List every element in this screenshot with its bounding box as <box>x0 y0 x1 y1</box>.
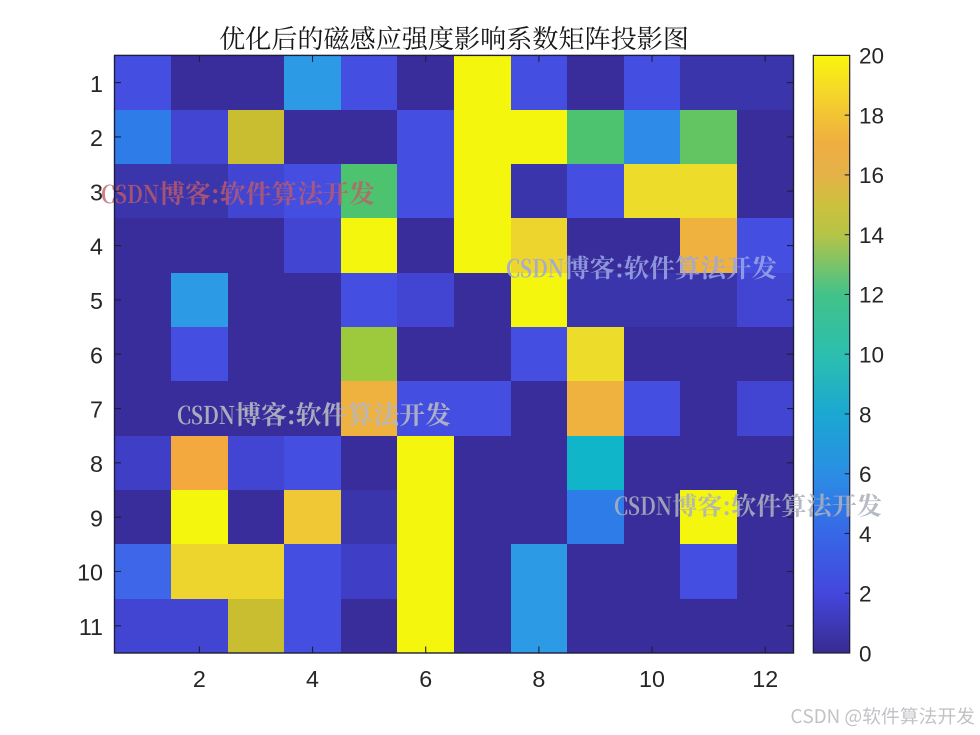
svg-text:8: 8 <box>90 451 103 477</box>
svg-text:11: 11 <box>79 614 103 640</box>
svg-text:10: 10 <box>77 560 103 586</box>
svg-text:6: 6 <box>90 342 103 368</box>
svg-text:0: 0 <box>859 641 872 666</box>
svg-text:2: 2 <box>90 125 103 151</box>
svg-text:6: 6 <box>859 462 872 487</box>
svg-text:6: 6 <box>419 666 432 692</box>
svg-text:2: 2 <box>859 582 872 607</box>
svg-text:9: 9 <box>90 505 103 531</box>
svg-text:8: 8 <box>859 402 872 427</box>
svg-text:12: 12 <box>752 666 778 692</box>
svg-text:10: 10 <box>859 343 884 368</box>
svg-text:1: 1 <box>90 71 103 97</box>
svg-text:18: 18 <box>859 104 884 129</box>
svg-text:3: 3 <box>90 179 103 205</box>
svg-text:12: 12 <box>859 283 884 308</box>
svg-text:4: 4 <box>90 234 103 260</box>
svg-text:20: 20 <box>859 44 884 69</box>
svg-text:5: 5 <box>90 288 103 314</box>
svg-text:4: 4 <box>859 522 872 547</box>
svg-text:16: 16 <box>859 163 884 188</box>
svg-text:2: 2 <box>193 666 206 692</box>
svg-text:4: 4 <box>306 666 319 692</box>
svg-text:10: 10 <box>639 666 665 692</box>
svg-text:8: 8 <box>532 666 545 692</box>
svg-text:14: 14 <box>859 223 884 248</box>
svg-text:7: 7 <box>90 397 103 423</box>
